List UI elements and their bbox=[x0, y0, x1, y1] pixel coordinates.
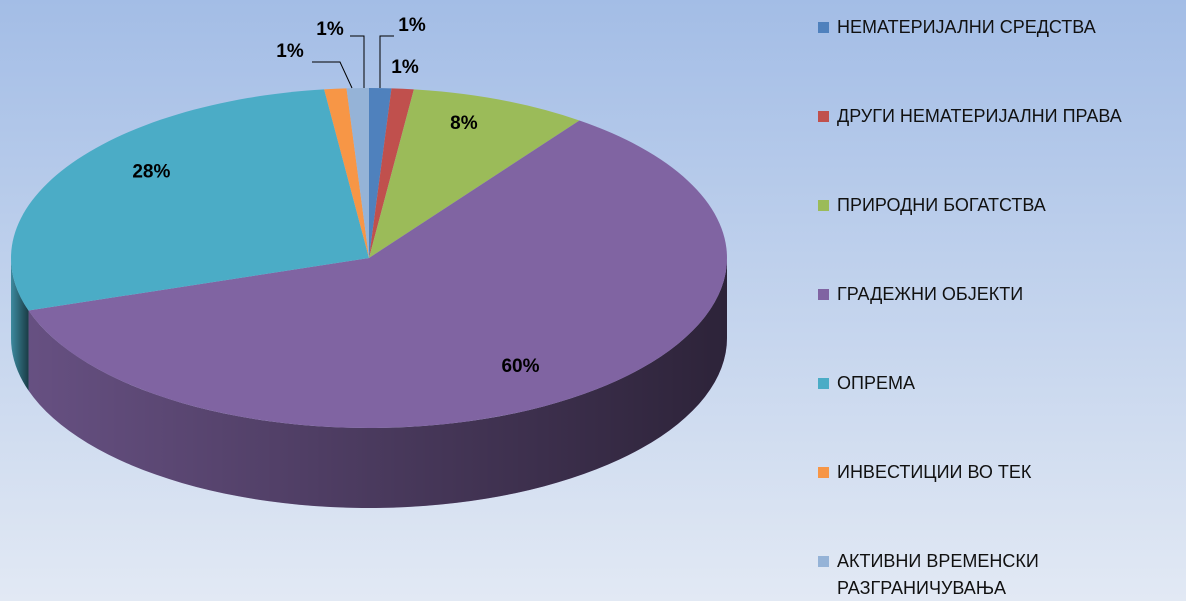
legend-item: ПРИРОДНИ БОГАТСТВА bbox=[818, 192, 1167, 219]
data-label: 1% bbox=[316, 19, 344, 40]
data-label: 1% bbox=[398, 15, 426, 36]
legend-swatch bbox=[818, 378, 829, 389]
data-label: 1% bbox=[276, 41, 304, 62]
legend-item: ГРАДЕЖНИ ОБЈЕКТИ bbox=[818, 281, 1167, 308]
legend-item: ИНВЕСТИЦИИ ВО ТЕК bbox=[818, 459, 1167, 486]
legend-label: НЕМАТЕРИЈАЛНИ СРЕДСТВА bbox=[837, 17, 1096, 37]
leader-line bbox=[312, 61, 353, 89]
legend-swatch bbox=[818, 111, 829, 122]
legend-swatch bbox=[818, 200, 829, 211]
legend-label: ИНВЕСТИЦИИ ВО ТЕК bbox=[837, 462, 1032, 482]
data-label: 1% bbox=[391, 57, 419, 78]
legend-swatch bbox=[818, 289, 829, 300]
legend-label: ПРИРОДНИ БОГАТСТВА bbox=[837, 195, 1046, 215]
slice bbox=[346, 88, 369, 258]
slice bbox=[10, 89, 369, 311]
data-label: 8% bbox=[450, 113, 478, 134]
slice bbox=[324, 88, 369, 259]
slice bbox=[369, 89, 580, 258]
data-label: 28% bbox=[132, 161, 170, 182]
slice bbox=[369, 88, 392, 258]
leader-line bbox=[379, 35, 394, 88]
legend-label: ДРУГИ НЕМАТЕРИЈАЛНИ ПРАВА bbox=[837, 106, 1122, 126]
legend-item: ДРУГИ НЕМАТЕРИЈАЛНИ ПРАВА bbox=[818, 103, 1167, 130]
legend-label: АКТИВНИ ВРЕМЕНСКИ РАЗГРАНИЧУВАЊА bbox=[837, 551, 1039, 598]
legend-item: НЕМАТЕРИЈАЛНИ СРЕДСТВА bbox=[818, 14, 1167, 41]
legend-swatch bbox=[818, 22, 829, 33]
slice bbox=[369, 88, 414, 259]
slice-side-shade bbox=[11, 258, 29, 391]
slice-side-shade bbox=[28, 258, 727, 509]
legend-label: ОПРЕМА bbox=[837, 373, 915, 393]
slice bbox=[28, 120, 727, 428]
legend-swatch bbox=[818, 467, 829, 478]
legend-item: АКТИВНИ ВРЕМЕНСКИ РАЗГРАНИЧУВАЊА bbox=[818, 548, 1167, 602]
legend-swatch bbox=[818, 556, 829, 567]
legend-item: ОПРЕМА bbox=[818, 370, 1167, 397]
legend-label: ГРАДЕЖНИ ОБЈЕКТИ bbox=[837, 284, 1024, 304]
leader-line bbox=[350, 35, 365, 88]
data-label: 60% bbox=[501, 356, 539, 377]
